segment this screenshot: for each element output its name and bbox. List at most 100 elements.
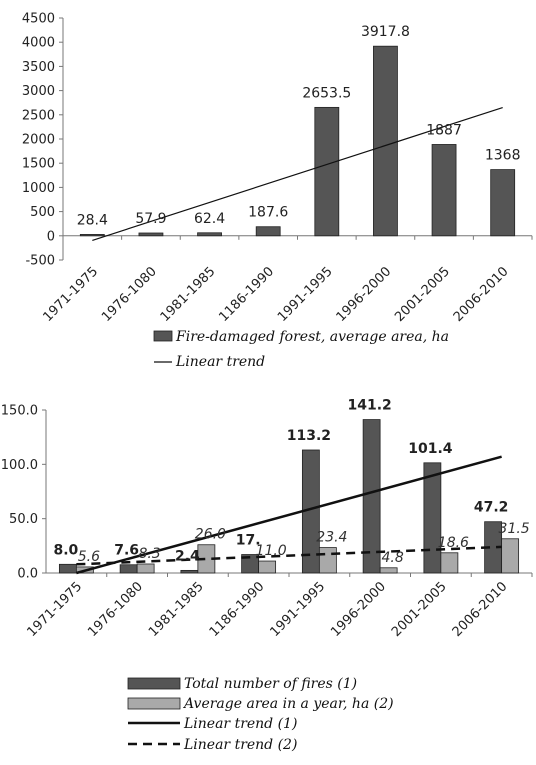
bar-total-fires [119,564,138,574]
bar [255,226,281,237]
bar-average-area [379,567,398,574]
data-label-total-fires: 47.2 [474,500,509,516]
chart-2-data-labels: 8.0 5.6 7.6 8.3 2.4 26.0 17.11.0 113.2 23.4 141.2… [53,398,529,566]
y-tick-label: 3500 [22,60,55,75]
data-label: 57.9 [135,211,166,227]
x-tick-label: 1976-1080 [99,264,160,325]
data-label: 28.4 [77,212,108,228]
x-tick-label: 2001-2005 [392,264,453,325]
legend-label-linear-trend: Linear trend [175,354,265,370]
chart-1-y-ticks: -500 0 500 1000 1500 2000 2500 3000 3500 4000 4500 [22,12,63,269]
bar-total-fires [362,419,381,574]
bar [314,106,340,237]
bar-average-area [440,552,459,574]
x-tick-label: 1996-2000 [334,264,395,325]
x-tick-label: 1981-1985 [146,579,207,640]
chart-1-bars [79,45,516,237]
chart-1-x-ticks: 1971-19751976-10801981-19851186-19901991… [40,235,533,325]
chart-2: 0.0 50.0 100.0 150.0 8.0 5.6 7.6 8.3 2.4 26.0 17.… [1,398,533,753]
y-tick-label: 100.0 [1,458,38,473]
x-tick-label: 1971-1975 [24,579,85,640]
x-tick-label: 1981-1985 [158,264,219,325]
data-label-average-area: 5.6 [78,549,100,565]
bar [197,232,222,237]
chart-2-y-ticks: 0.0 50.0 100.0 150.0 [1,404,46,582]
y-tick-label: 4500 [22,12,55,27]
linear-trend-2-line [76,545,502,566]
bar [490,169,516,237]
x-tick-label: 2006-2010 [450,579,511,640]
bar-average-area [258,560,277,574]
bar-total-fires [58,563,77,574]
y-tick-label: 150.0 [1,404,38,419]
data-label-total-fires: 8.0 [53,542,78,558]
data-label: 1368 [485,148,521,164]
linear-trend-1-line [76,455,502,575]
bar-average-area [136,563,155,574]
data-label-average-area: 23.4 [316,530,347,546]
bar-average-area [318,547,337,574]
data-label-total-fires: 101.4 [408,441,453,457]
y-tick-label: 2500 [22,108,55,123]
y-tick-label: 0 [47,229,55,244]
data-label-total-fires: 17. [236,533,261,549]
bar [373,45,398,237]
bar-average-area [501,538,520,574]
x-tick-label: 1976-1080 [85,579,146,640]
y-tick-label: 4000 [22,36,55,51]
data-label-total-fires: 7.6 [114,543,139,559]
y-tick-label: 1000 [22,181,55,196]
x-tick-label: 2001-2005 [389,579,450,640]
data-label-average-area: 31.5 [499,521,530,537]
x-tick-label: 1996-2000 [328,579,389,640]
legend-swatch-fire-area [153,330,173,342]
data-label-average-area: 4.8 [381,550,403,566]
y-tick-label: 50.0 [9,512,38,527]
chart-1-axes [62,18,532,260]
legend-label-average-area: Average area in a year, ha (2) [182,696,394,712]
data-label: 1887 [426,122,462,138]
data-label-average-area: 18.6 [438,535,469,551]
legend-label-trend-1: Linear trend (1) [183,716,297,732]
x-tick-label: 1186-1990 [216,264,277,325]
chart-2-legend: Total number of fires (1) Average area i… [127,676,394,753]
data-label-total-fires: 141.2 [347,398,391,414]
x-tick-label: 1991-1995 [275,264,336,325]
y-tick-label: 0.0 [17,567,38,582]
x-tick-label: 1971-1975 [40,264,101,325]
data-label: 2653.5 [302,85,351,101]
x-tick-label: 1991-1995 [267,579,328,640]
legend-swatch-total-fires [127,677,181,690]
chart-2-x-ticks: 1971-1975 1976-1080 1981-1985 1186-1990 1991… [24,573,533,640]
y-tick-label: -500 [25,254,55,269]
legend-swatch-average-area [127,697,181,710]
bar-total-fires [423,462,442,574]
chart-2-trends [76,455,502,575]
legend-label-total-fires: Total number of fires (1) [184,676,357,692]
bar [431,144,457,237]
bar-total-fires [180,569,199,574]
bar [138,232,164,237]
chart-1-trend [92,106,503,241]
y-tick-label: 500 [30,205,55,220]
data-label-total-fires: 2.4 [175,548,200,564]
chart-1-data-labels: 28.4 57.9 62.4 187.6 2653.5 3917.8 1887 1368 [77,24,521,228]
data-label-total-fires: 113.2 [287,428,331,444]
legend-label-fire-area: Fire-damaged forest, average area, ha [175,329,449,345]
data-label-average-area: 8.3 [138,546,160,562]
data-label: 62.4 [194,211,225,227]
legend-label-trend-2: Linear trend (2) [183,737,297,753]
bar [79,234,105,237]
data-label: 3917.8 [361,24,410,40]
data-label-average-area: 11.0 [256,543,287,559]
x-tick-label: 1186-1990 [207,579,268,640]
data-label-average-area: 26.0 [195,527,226,543]
y-tick-label: 1500 [22,157,55,172]
x-tick-label: 2006-2010 [451,264,512,325]
linear-trend-line [92,106,503,241]
y-tick-label: 2000 [22,133,55,148]
chart-1: -500 0 500 1000 1500 2000 2500 3000 3500 4000 4500… [22,12,533,370]
data-label: 187.6 [248,205,288,221]
y-tick-label: 3000 [22,84,55,99]
chart-1-legend: Fire-damaged forest, average area, ha Li… [153,329,449,370]
